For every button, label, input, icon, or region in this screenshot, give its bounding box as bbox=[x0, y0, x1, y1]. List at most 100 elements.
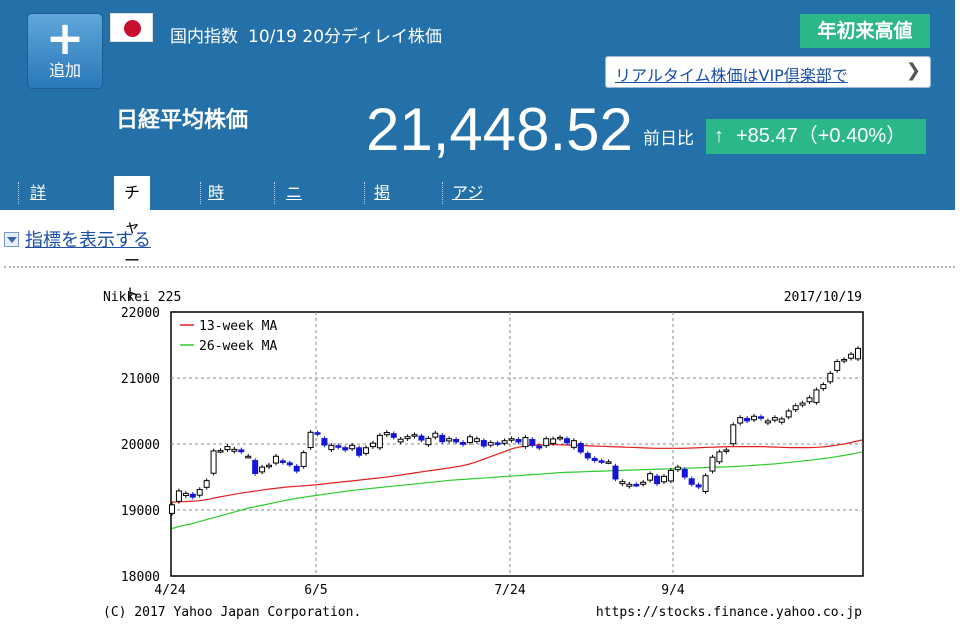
candle-body bbox=[563, 438, 570, 444]
candle-body bbox=[855, 347, 861, 360]
nikkei-chart: Nikkei 225 2017/10/19 22000 21000 20000 … bbox=[103, 290, 864, 620]
tab-separator bbox=[18, 182, 19, 204]
candle-body bbox=[321, 438, 328, 446]
candle-body bbox=[660, 475, 667, 483]
candle-body bbox=[584, 452, 591, 459]
candle-body bbox=[764, 420, 771, 424]
legend-ma13: 13-week MA bbox=[199, 319, 277, 334]
tab-timeseries[interactable]: 時系列 bbox=[208, 183, 225, 270]
ytd-high-badge: 年初来高値 bbox=[800, 14, 930, 48]
x-tick-label: 9/4 bbox=[661, 583, 685, 598]
add-label: 追加 bbox=[48, 61, 81, 80]
candle-body bbox=[279, 460, 286, 463]
candle-body bbox=[522, 437, 529, 448]
candle-body bbox=[487, 442, 494, 446]
candle-body bbox=[446, 438, 453, 442]
tab-chart[interactable]: チャート bbox=[114, 176, 150, 304]
candle-body bbox=[757, 416, 764, 419]
grid-lines bbox=[171, 312, 863, 576]
candle-body bbox=[266, 464, 273, 468]
candle-body bbox=[792, 405, 799, 411]
candle-body bbox=[681, 469, 688, 478]
candle-body bbox=[695, 484, 702, 488]
quote-header: + 追加 国内指数 10/19 20分ディレイ株価 年初来高値 リアルタイム株価は… bbox=[0, 0, 955, 372]
candle-body bbox=[383, 432, 390, 436]
candle-body bbox=[411, 434, 418, 437]
candle-body bbox=[557, 436, 564, 440]
candle-body bbox=[515, 439, 522, 443]
expand-icon bbox=[4, 232, 19, 247]
candle-body bbox=[196, 489, 203, 496]
candle-body bbox=[827, 372, 834, 383]
tab-details[interactable]: 詳細情報 bbox=[30, 183, 47, 304]
candle-body bbox=[785, 410, 792, 418]
candle-body bbox=[591, 458, 598, 461]
candle-body bbox=[453, 439, 460, 443]
delay-title: 10/19 20分ディレイ株価 bbox=[248, 27, 442, 47]
y-tick-label: 18000 bbox=[121, 570, 160, 585]
candle-body bbox=[460, 441, 467, 445]
candle-body bbox=[674, 466, 681, 471]
candle-body bbox=[536, 445, 543, 449]
candle-body bbox=[376, 434, 383, 449]
candle-body bbox=[778, 418, 785, 423]
candle-body bbox=[259, 466, 266, 473]
tab-board[interactable]: 掲示板 bbox=[374, 183, 391, 270]
price-change-badge: ↑ +85.47（+0.40%） bbox=[706, 119, 926, 154]
candle-body bbox=[744, 417, 751, 422]
plus-icon: + bbox=[45, 11, 85, 65]
candle-body bbox=[432, 432, 439, 438]
candle-body bbox=[473, 438, 480, 442]
candle-body bbox=[349, 444, 356, 450]
candle-body bbox=[335, 445, 342, 448]
candle-body bbox=[342, 447, 349, 451]
candle-body bbox=[494, 442, 501, 445]
candle-body bbox=[716, 451, 723, 463]
indicator-toggle-label[interactable]: 指標を表示する bbox=[25, 230, 151, 251]
candle-body bbox=[543, 438, 550, 447]
vip-link-button[interactable]: リアルタイム株価はVIP倶楽部で ❯ bbox=[605, 56, 931, 88]
candle-body bbox=[245, 455, 252, 459]
candle-body bbox=[286, 462, 293, 466]
candle-body bbox=[702, 475, 709, 493]
candle-body bbox=[619, 481, 626, 485]
candle-body bbox=[633, 483, 640, 487]
candle-body bbox=[300, 452, 307, 467]
candle-body bbox=[654, 475, 661, 485]
candle-body bbox=[806, 397, 813, 403]
candle-body bbox=[501, 440, 508, 444]
candle-body bbox=[529, 438, 536, 446]
candle-body bbox=[550, 438, 557, 444]
chart-title: Nikkei 225 bbox=[103, 290, 181, 305]
candlesticks bbox=[169, 346, 861, 516]
candle-body bbox=[169, 504, 175, 514]
indicator-toggle[interactable]: 指標を表示する bbox=[4, 226, 151, 252]
candle-body bbox=[737, 417, 744, 424]
candle-body bbox=[390, 433, 397, 438]
tab-asia-indices[interactable]: アジア・オセアニアの指数 bbox=[452, 183, 485, 372]
tab-separator bbox=[442, 182, 443, 204]
candle-body bbox=[328, 444, 335, 451]
candle-body bbox=[834, 361, 841, 371]
prev-day-label: 前日比 bbox=[643, 129, 694, 149]
candle-body bbox=[404, 436, 411, 440]
y-tick-label: 22000 bbox=[121, 306, 160, 321]
tab-news[interactable]: ニュース bbox=[286, 183, 303, 304]
candle-body bbox=[224, 446, 231, 451]
candle-body bbox=[175, 490, 182, 502]
index-name: 日経平均株価 bbox=[116, 108, 249, 133]
candle-body bbox=[640, 481, 647, 485]
candle-body bbox=[799, 402, 806, 406]
add-portfolio-button[interactable]: + 追加 bbox=[27, 13, 103, 89]
tab-separator bbox=[200, 182, 201, 204]
candle-body bbox=[771, 417, 778, 421]
chart-url: https://stocks.finance.yahoo.co.jp bbox=[596, 605, 862, 620]
candle-body bbox=[570, 440, 577, 448]
candle-body bbox=[598, 460, 605, 463]
candle-body bbox=[667, 469, 674, 482]
vip-link-text[interactable]: リアルタイム株価はVIP倶楽部で bbox=[615, 66, 848, 85]
candle-body bbox=[813, 389, 820, 403]
chart-credit: (C) 2017 Yahoo Japan Corporation. bbox=[103, 605, 361, 620]
candle-body bbox=[647, 473, 654, 481]
legend: 13-week MA 26-week MA bbox=[180, 319, 277, 354]
